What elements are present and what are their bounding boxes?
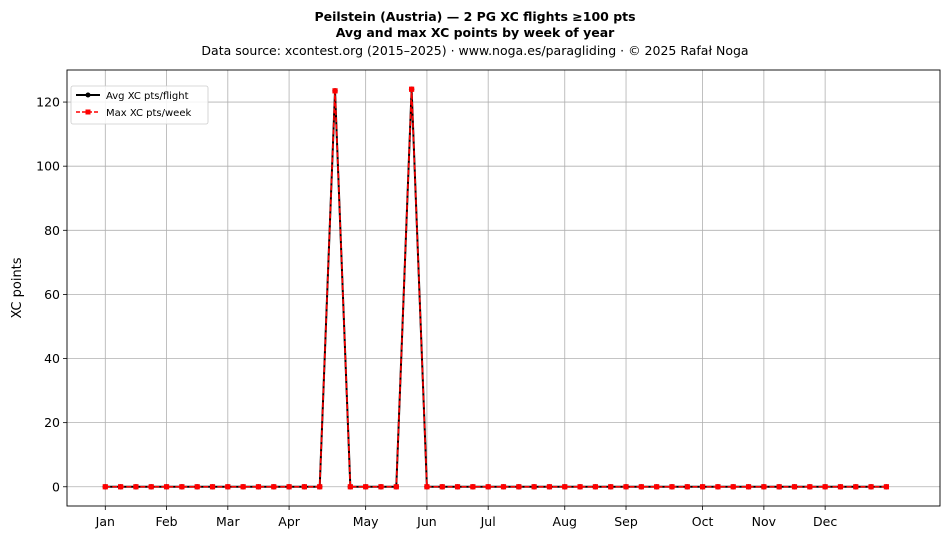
point-max: [531, 484, 537, 490]
point-max: [791, 484, 798, 490]
point-max: [546, 484, 553, 490]
chart-source: Data source: xcontest.org (2015–2025) · …: [201, 43, 748, 58]
point-max: [179, 484, 185, 490]
point-max: [592, 484, 598, 490]
point-max: [317, 484, 323, 490]
y-tick-label: 100: [36, 159, 60, 174]
point-max: [500, 484, 507, 490]
point-max: [286, 484, 292, 490]
point-max: [516, 484, 522, 490]
point-max: [577, 484, 583, 490]
point-max: [608, 484, 614, 490]
y-tick-label: 80: [44, 223, 60, 238]
legend-avg-marker: [85, 92, 91, 98]
legend-avg-label: Avg XC pts/flight: [106, 91, 189, 102]
point-max: [301, 484, 307, 490]
y-tick-label: 20: [44, 415, 60, 430]
point-max: [409, 86, 415, 92]
y-tick-label: 40: [44, 351, 60, 366]
y-tick-label: 60: [44, 287, 60, 302]
x-axis: Jan Feb Mar Apr May Jun Jul Aug Sep Oct Nov Dec: [95, 506, 837, 529]
point-max: [102, 484, 108, 490]
x-tick-label: Jan: [95, 514, 115, 529]
point-max: [194, 484, 200, 490]
point-max: [638, 484, 644, 490]
point-max: [363, 484, 369, 490]
point-max: [133, 484, 139, 490]
point-max: [853, 484, 859, 490]
x-tick-label: Sep: [614, 514, 638, 529]
point-max: [837, 484, 844, 490]
point-max: [745, 484, 752, 490]
point-max: [163, 484, 170, 490]
series-layer: [102, 86, 890, 490]
point-max: [393, 484, 399, 490]
legend-max-marker: [85, 109, 91, 115]
point-max: [883, 484, 889, 490]
x-tick-label: Mar: [216, 514, 240, 529]
point-max: [562, 484, 568, 490]
point-max: [730, 484, 736, 490]
point-max: [225, 484, 231, 490]
point-max: [654, 484, 660, 490]
x-tick-label: Oct: [692, 514, 714, 529]
x-tick-label: Jul: [480, 514, 496, 529]
legend-max-label: Max XC pts/week: [106, 108, 191, 119]
point-max: [271, 484, 277, 490]
point-max: [240, 484, 246, 490]
point-max: [700, 484, 706, 490]
plot-frame: [66, 69, 941, 507]
chart-title: Peilstein (Austria) — 2 PG XC flights ≥1…: [314, 9, 635, 24]
point-max: [822, 484, 828, 490]
point-max: [715, 484, 721, 490]
point-max: [470, 484, 476, 490]
y-tick-label: 120: [36, 95, 60, 110]
point-max: [684, 484, 690, 490]
point-max: [332, 88, 338, 94]
point-max: [669, 484, 675, 490]
x-tick-label: Aug: [553, 514, 577, 529]
y-axis-label: XC points: [10, 257, 25, 318]
point-max: [439, 484, 445, 490]
point-max: [347, 484, 353, 490]
point-max: [424, 484, 430, 490]
x-tick-label: Apr: [278, 514, 300, 529]
point-max: [454, 484, 461, 490]
x-tick-label: May: [353, 514, 379, 529]
point-max: [868, 484, 874, 490]
point-max: [807, 484, 813, 490]
point-max: [118, 484, 124, 490]
x-tick-label: Dec: [813, 514, 837, 529]
series-line-1: [105, 88, 887, 488]
point-max: [378, 484, 384, 490]
y-axis: 0 20 40 60 80 100 120: [36, 95, 67, 494]
point-max: [761, 484, 767, 490]
point-max: [485, 484, 491, 490]
x-tick-label: Nov: [752, 514, 777, 529]
point-max: [776, 484, 782, 490]
x-tick-label: Feb: [155, 514, 177, 529]
point-max: [148, 484, 154, 490]
series-line-0: [105, 88, 887, 488]
y-tick-label: 0: [52, 479, 60, 494]
legend: Avg XC pts/flight Max XC pts/week: [70, 85, 209, 125]
point-max: [623, 484, 629, 490]
point-max: [255, 484, 262, 490]
legend-box: [70, 85, 209, 125]
x-tick-label: Jun: [416, 514, 437, 529]
grid-lines: [67, 70, 940, 506]
point-max: [209, 484, 216, 490]
chart-subtitle: Avg and max XC points by week of year: [336, 25, 615, 40]
